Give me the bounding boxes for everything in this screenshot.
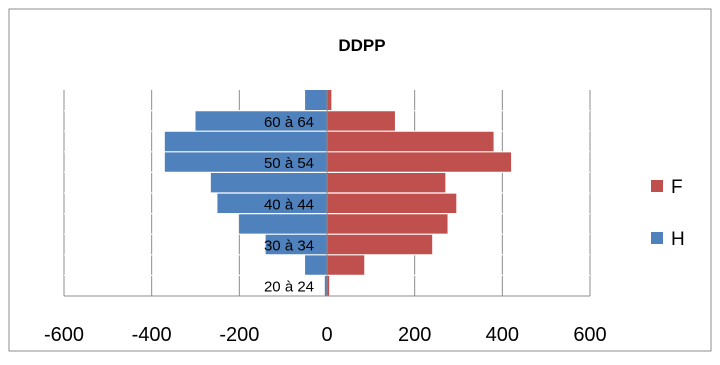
x-tick-label: 200 (398, 324, 431, 346)
bar-h (210, 172, 327, 193)
x-tick-label: -200 (219, 324, 259, 346)
category-label: 50 à 54 (264, 155, 314, 172)
chart-title: DDPP (338, 36, 385, 55)
x-tick-label: -400 (132, 324, 172, 346)
bar-f (327, 254, 365, 276)
bar-f (327, 234, 433, 255)
bar-f (327, 90, 332, 111)
bar-h (239, 213, 327, 235)
bar-h (164, 151, 327, 173)
bar-f (327, 172, 446, 193)
legend-swatch-h (651, 232, 663, 244)
category-label: 40 à 44 (264, 196, 314, 213)
bar-f (327, 275, 330, 296)
category-label: 60 à 64 (264, 114, 314, 131)
bar-h (265, 234, 327, 255)
category-label: 30 à 34 (264, 238, 314, 255)
category-label-layer: 20 à 24 30 à 34 40 à 44 50 à 54 60 à 64 (264, 114, 314, 296)
bar-h (305, 90, 327, 111)
bar-f (327, 213, 448, 235)
legend-swatch-f (651, 180, 663, 192)
x-tick-label: 400 (486, 324, 519, 346)
bar-f (327, 151, 512, 173)
bar-h (195, 110, 327, 132)
bar-h (164, 131, 327, 152)
legend-label-f: F (671, 177, 683, 198)
bar-f (327, 193, 457, 214)
bar-h (217, 193, 327, 214)
legend-label-h: H (671, 229, 685, 250)
x-axis: -600 -400 -200 0 200 400 600 (44, 90, 607, 346)
bar-f (327, 110, 395, 132)
legend: FH (651, 177, 685, 250)
bar-layer (64, 90, 590, 296)
bar-h (324, 275, 327, 296)
x-tick-label: 0 (321, 324, 332, 346)
x-tick-label: 600 (573, 324, 606, 346)
bar-h (305, 254, 327, 276)
bar-f (327, 131, 494, 152)
x-tick-label: -600 (44, 324, 84, 346)
category-label: 20 à 24 (264, 279, 314, 296)
